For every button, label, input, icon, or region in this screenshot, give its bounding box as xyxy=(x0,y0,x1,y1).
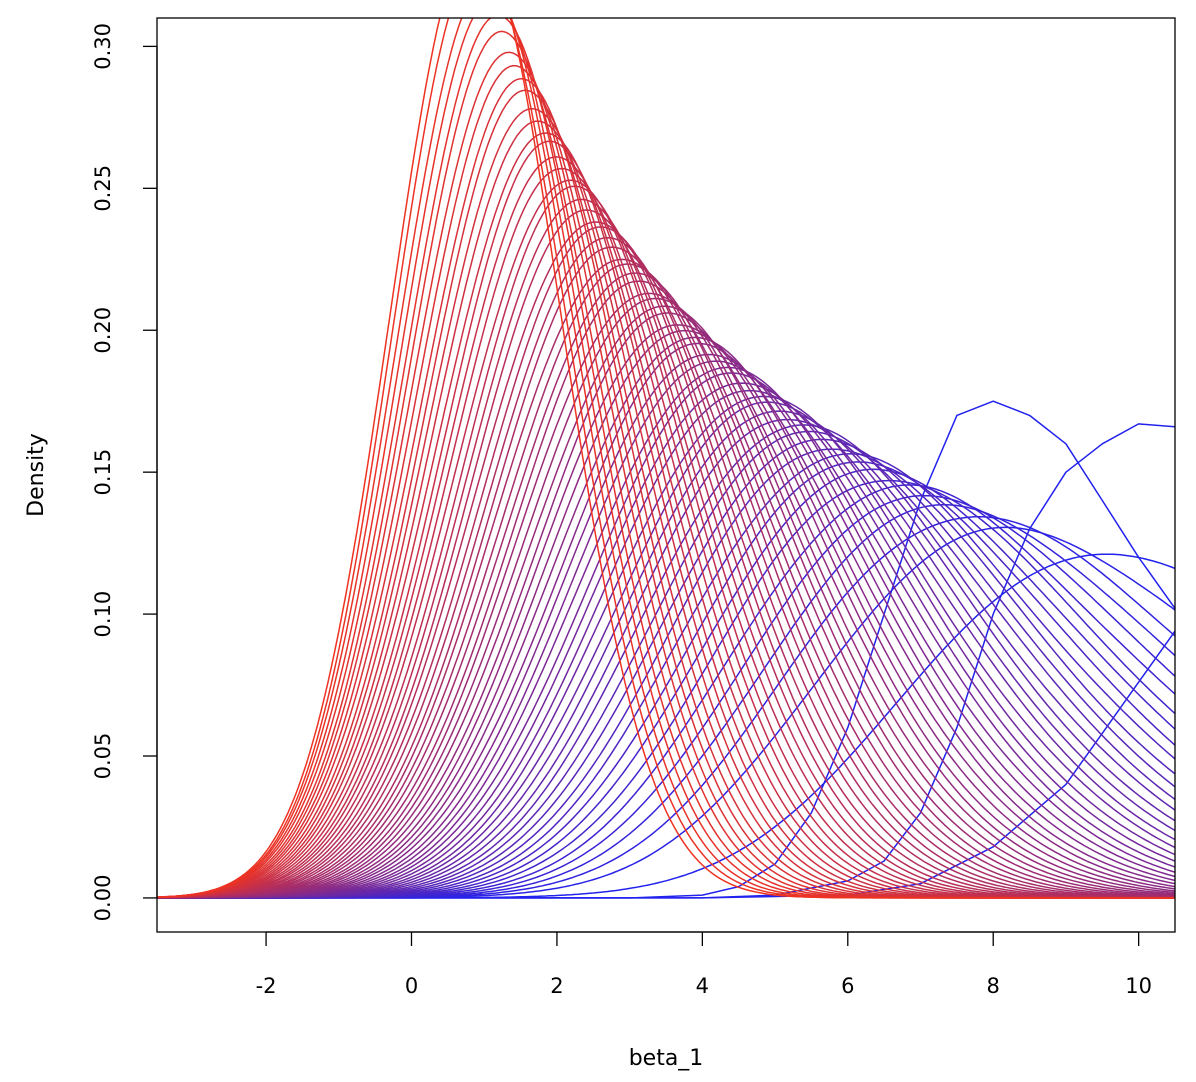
density-curve xyxy=(157,18,1175,899)
y-tick-label: 0.15 xyxy=(91,449,115,496)
x-axis-title: beta_1 xyxy=(629,1046,704,1071)
y-tick-label: 0.00 xyxy=(91,875,115,922)
density-curve xyxy=(157,329,1175,899)
plot-frame xyxy=(156,17,1176,933)
x-axis: -2 0 2 4 6 8 10 xyxy=(256,931,1152,998)
density-curve xyxy=(157,360,1175,899)
density-curve xyxy=(157,424,1175,899)
x-tick-label: 10 xyxy=(1125,974,1152,998)
y-tick-label: 0.05 xyxy=(91,733,115,780)
y-tick-label: 0.10 xyxy=(91,591,115,638)
x-tick-label: 2 xyxy=(550,974,563,998)
density-curve xyxy=(157,292,1175,899)
y-tick-label: 0.20 xyxy=(91,307,115,354)
density-curve xyxy=(157,297,1175,899)
density-curves xyxy=(157,18,1175,899)
density-curve xyxy=(157,236,1175,899)
density-curve xyxy=(157,221,1175,899)
density-curve xyxy=(157,272,1175,899)
density-curve xyxy=(157,353,1175,899)
density-curve xyxy=(157,209,1175,899)
density-curve xyxy=(157,226,1175,899)
density-curve xyxy=(157,312,1175,899)
density-curve xyxy=(157,198,1175,899)
y-axis: 0.00 0.05 0.10 0.15 0.20 0.25 0.30 xyxy=(91,23,158,922)
density-curve xyxy=(157,280,1175,899)
x-tick-label: 8 xyxy=(987,974,1000,998)
y-tick-label: 0.25 xyxy=(91,165,115,212)
x-tick-label: 6 xyxy=(841,974,854,998)
y-axis-title: Density xyxy=(24,433,49,517)
density-curve xyxy=(157,246,1175,899)
y-tick-label: 0.30 xyxy=(91,23,115,70)
density-curve xyxy=(157,132,1175,899)
x-tick-label: 4 xyxy=(696,974,709,998)
density-curve xyxy=(157,258,1175,899)
x-tick-label: 0 xyxy=(405,974,418,998)
density-curve xyxy=(157,324,1175,899)
density-curve xyxy=(157,18,1175,899)
x-tick-label: -2 xyxy=(256,974,277,998)
density-curve xyxy=(157,342,1175,899)
density-curve xyxy=(157,263,1175,899)
density-curve xyxy=(157,366,1175,899)
